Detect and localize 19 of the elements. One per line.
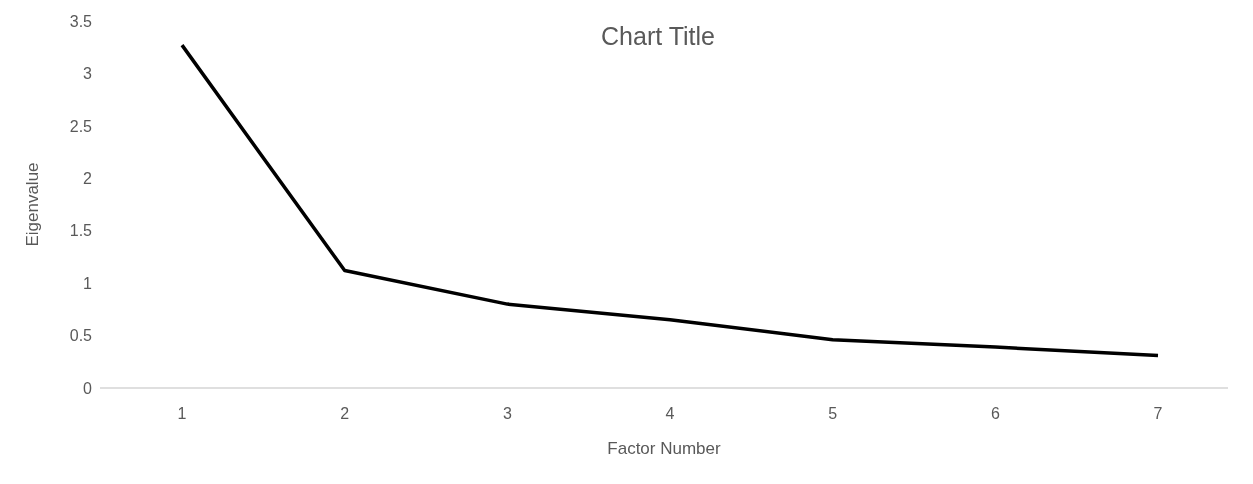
x-tick-label: 1 xyxy=(177,405,187,423)
y-tick-label: 0.5 xyxy=(69,327,93,345)
y-tick-label: 3.5 xyxy=(69,12,93,30)
x-tick-label: 2 xyxy=(340,405,350,423)
y-tick-label: 1.5 xyxy=(69,222,93,240)
y-tick-label: 2 xyxy=(83,169,93,187)
y-tick-label: 3 xyxy=(83,65,93,83)
x-tick-label: 5 xyxy=(828,405,838,423)
y-tick-label: 2.5 xyxy=(69,117,93,135)
y-tick-label: 1 xyxy=(83,274,93,292)
line-series xyxy=(180,43,1160,358)
y-axis-title: Eigenvalue xyxy=(23,162,43,247)
x-axis-title: Factor Number xyxy=(607,439,722,458)
y-tick-label: 0 xyxy=(83,379,93,397)
x-tick-label: 3 xyxy=(502,405,512,423)
x-tick-label: 4 xyxy=(665,405,675,423)
x-tick-label: 6 xyxy=(990,405,1000,423)
x-tick-label: 7 xyxy=(1153,405,1163,423)
chart-title: Chart Title xyxy=(601,22,715,50)
